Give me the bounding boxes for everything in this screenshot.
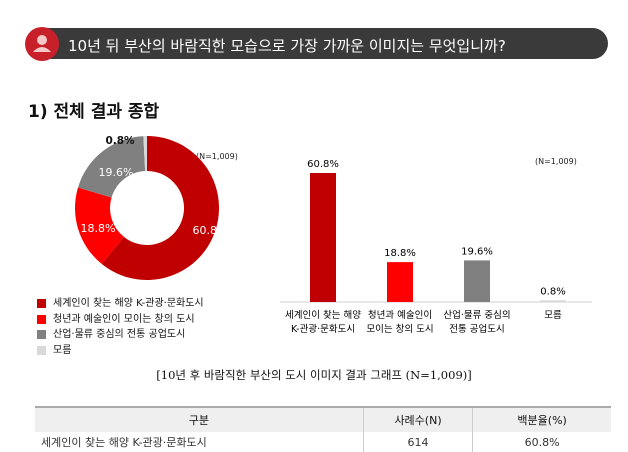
legend-item: 모름 <box>37 343 204 359</box>
x-tick-label: 모름 <box>544 310 562 321</box>
x-tick-label: 청년과 예술인이 <box>368 310 432 321</box>
donut-data-label: 18.8% <box>81 222 116 235</box>
result-table: 구분 사례수(N) 백분율(%) 세계인이 찾는 해양 K-관광·문화도시 61… <box>35 406 611 452</box>
donut-slice <box>77 136 146 198</box>
table-row: 세계인이 찾는 해양 K-관광·문화도시 614 60.8% <box>35 432 611 452</box>
donut-chart: 60.8% 18.8% 19.6% 0.8% <box>75 135 228 280</box>
legend-label: 산업·물류 중심의 전통 공업도시 <box>53 329 186 340</box>
bar-data-label: 19.6% <box>461 246 493 257</box>
bar <box>310 173 336 302</box>
bar <box>540 300 566 302</box>
legend-swatch <box>37 345 46 355</box>
chart-caption: [10년 후 바람직한 부산의 도시 이미지 결과 그래프 (N=1,009)] <box>156 368 472 382</box>
bar-sample-note: (N=1,009) <box>535 157 577 166</box>
donut-data-label: 19.6% <box>99 166 134 179</box>
donut-sample-note: (N=1,009) <box>196 152 238 161</box>
user-icon <box>25 27 59 61</box>
legend-swatch <box>37 299 46 309</box>
donut-data-label: 0.8% <box>105 135 135 147</box>
legend-label: 세계인이 찾는 해양 K-관광·문화도시 <box>53 298 204 309</box>
donut-slice <box>101 136 219 280</box>
x-tick-label: 모이는 창의 도시 <box>366 324 433 335</box>
legend-swatch <box>37 330 46 340</box>
x-tick-label: K-관광·문화도시 <box>291 323 355 335</box>
donut-slice <box>75 187 124 265</box>
table-cell: 60.8% <box>524 435 560 449</box>
bar-data-label: 18.8% <box>384 248 416 259</box>
bar-chart: 60.8% 세계인이 찾는 해양 K-관광·문화도시 18.8% 청년과 예술인이모이는… <box>280 159 592 335</box>
donut-data-label: 60.8% <box>193 224 228 237</box>
section-title: 1) 전체 결과 종합 <box>28 102 160 122</box>
bar-data-label: 0.8% <box>540 286 565 297</box>
donut-legend: 세계인이 찾는 해양 K-관광·문화도시 청년과 예술인이 모이는 창의 도시 … <box>37 296 204 358</box>
question-header-bar <box>28 28 608 59</box>
col-header: 사례수(N) <box>363 406 474 432</box>
col-header: 구분 <box>35 406 364 432</box>
donut-slice <box>143 136 147 172</box>
x-tick-label: 산업·물류 중심의 <box>443 309 510 321</box>
legend-item: 청년과 예술인이 모이는 창의 도시 <box>37 312 204 328</box>
table-cell: 세계인이 찾는 해양 K-관광·문화도시 <box>35 432 364 452</box>
legend-item: 세계인이 찾는 해양 K-관광·문화도시 <box>37 296 204 312</box>
x-tick-label: 전통 공업도시 <box>449 323 504 335</box>
legend-label: 모름 <box>53 344 72 356</box>
col-header: 백분율(%) <box>472 406 611 432</box>
bar-data-label: 60.8% <box>307 159 339 170</box>
legend-label: 청년과 예술인이 모이는 창의 도시 <box>53 313 195 325</box>
legend-swatch <box>37 314 46 324</box>
bar <box>387 262 413 302</box>
question-title: 10년 뒤 부산의 바람직한 모습으로 가장 가까운 이미지는 무엇입니까? <box>68 37 506 55</box>
table-cell: 614 <box>363 432 474 452</box>
table-header-row: 구분 사례수(N) 백분율(%) <box>35 406 611 432</box>
x-tick-label: 세계인이 찾는 해양 <box>285 309 361 321</box>
bar <box>464 260 490 302</box>
legend-item: 산업·물류 중심의 전통 공업도시 <box>37 327 204 343</box>
